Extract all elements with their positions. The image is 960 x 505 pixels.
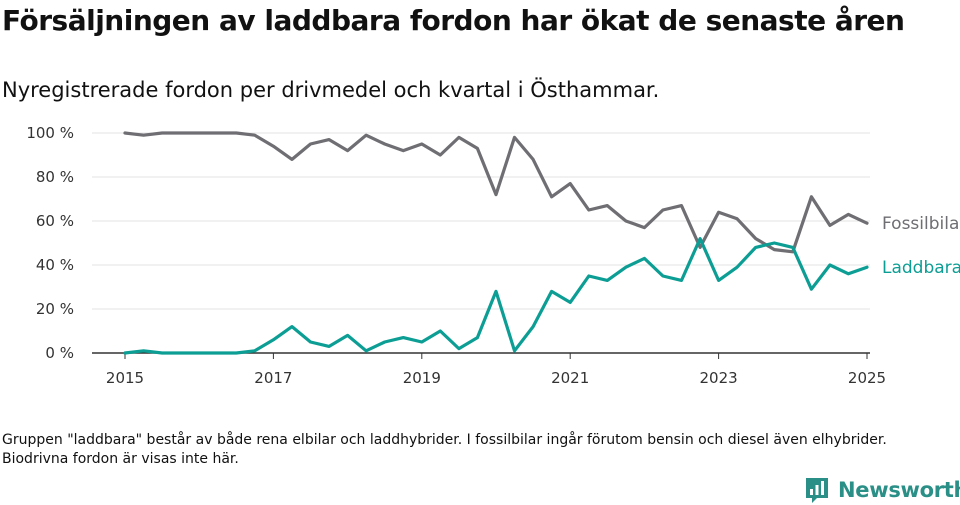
brand-name: Newsworthy — [838, 478, 960, 502]
y-tick-label: 100 % — [26, 124, 74, 142]
y-tick-label: 20 % — [36, 300, 74, 318]
y-tick-label: 80 % — [36, 168, 74, 186]
y-tick-label: 60 % — [36, 212, 74, 230]
series-line-laddbara — [123, 237, 869, 355]
x-tick-label: 2019 — [403, 369, 441, 387]
y-tick-label: 0 % — [45, 344, 74, 362]
x-tick-label: 2015 — [106, 369, 144, 387]
x-axis: 2015 2017 2019 2021 2023 2025 — [92, 352, 886, 387]
chart-subtitle: Nyregistrerade fordon per drivmedel och … — [2, 78, 660, 102]
newsworthy-logo-icon — [806, 478, 828, 503]
x-tick-label: 2021 — [551, 369, 589, 387]
y-tick-label: 40 % — [36, 256, 74, 274]
brand: Newsworthy — [804, 475, 960, 505]
y-axis: 0 % 20 % 40 % 60 % 80 % 100 % — [26, 124, 74, 362]
chart-title: Försäljningen av laddbara fordon har öka… — [2, 4, 905, 37]
series-label-laddbara: Laddbara — [882, 258, 960, 278]
x-tick-label: 2023 — [700, 369, 738, 387]
x-tick-label: 2017 — [254, 369, 292, 387]
series-label-fossilbilar: Fossilbilar — [882, 214, 960, 234]
series-line-fossilbilar — [123, 131, 869, 254]
x-tick-label: 2025 — [848, 369, 886, 387]
series-lines — [123, 131, 869, 355]
series-labels: Fossilbilar Laddbara — [882, 214, 960, 278]
line-chart: 0 % 20 % 40 % 60 % 80 % 100 % 2015 2017 2019 202… — [26, 124, 960, 387]
footnote: Gruppen "laddbara" består av både rena e… — [2, 432, 887, 467]
